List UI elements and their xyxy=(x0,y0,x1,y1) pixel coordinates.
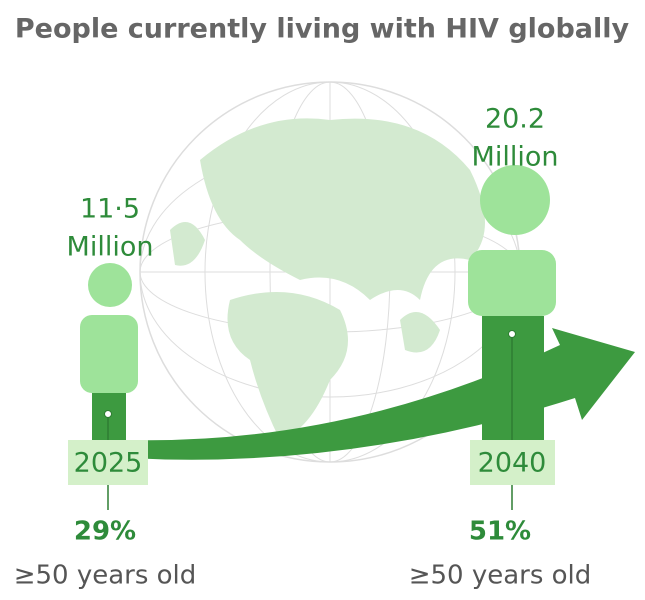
left-amount: 11·5 xyxy=(80,194,140,225)
right-amount: 20.2 xyxy=(485,104,545,135)
left-year: 2025 xyxy=(74,448,143,479)
right-share: 51% xyxy=(469,517,531,547)
right-year: 2040 xyxy=(478,448,547,479)
right-person xyxy=(468,165,556,510)
left-person xyxy=(68,263,148,510)
globe xyxy=(139,81,521,463)
right-caption: ≥50 years old xyxy=(409,561,592,591)
right-unit: Million xyxy=(472,142,559,173)
left-caption: ≥50 years old xyxy=(14,561,197,591)
title: People currently living with HIV globall… xyxy=(15,14,630,45)
left-unit: Million xyxy=(67,232,154,263)
left-share: 29% xyxy=(74,517,136,547)
